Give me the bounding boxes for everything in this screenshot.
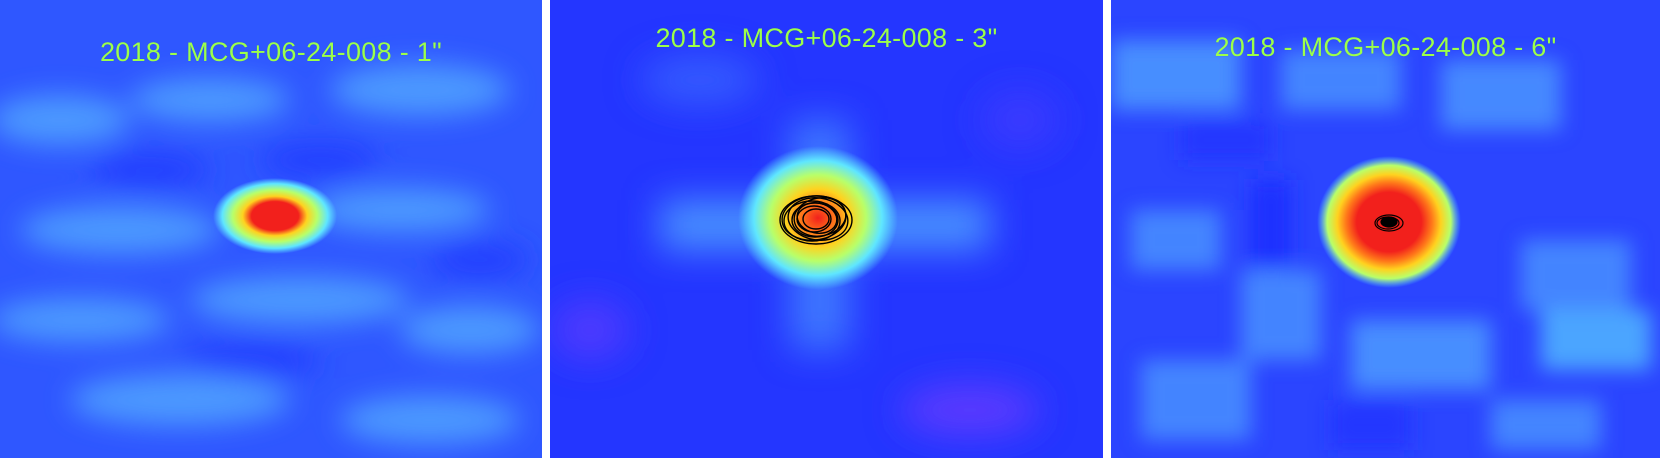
intensity-map-3arcsec xyxy=(550,0,1103,458)
contour-lines-3arcsec xyxy=(779,195,853,245)
image-panel-1arcsec: 2018 - MCG+06-24-008 - 1" xyxy=(0,0,542,458)
image-panel-3arcsec: 2018 - MCG+06-24-008 - 3" xyxy=(550,0,1103,458)
contour-lines-6arcsec xyxy=(1374,214,1404,232)
source-emission-3arcsec xyxy=(738,146,898,290)
source-emission-1arcsec xyxy=(213,178,337,254)
intensity-map-6arcsec xyxy=(1111,0,1660,458)
intensity-map-1arcsec xyxy=(0,0,542,458)
image-panel-6arcsec: 2018 - MCG+06-24-008 - 6" xyxy=(1111,0,1660,458)
